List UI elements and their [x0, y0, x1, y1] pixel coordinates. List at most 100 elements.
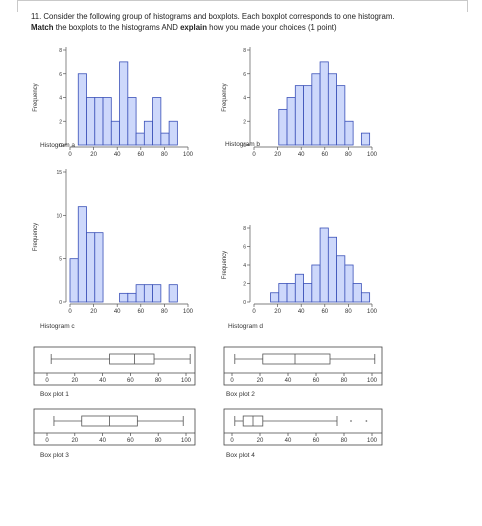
x-tick-label: 100 — [183, 309, 194, 315]
y-tick-label: 2 — [243, 282, 246, 288]
histogram-bar — [160, 132, 170, 146]
outlier-point — [350, 420, 352, 422]
x-tick-label: 80 — [345, 309, 352, 315]
histogram-bar — [352, 283, 362, 303]
box-plot-2: 0 20 40 60 80 100 Box plot 2 — [223, 346, 383, 398]
document-frame-right — [467, 0, 468, 12]
x-tick-label: 0 — [252, 309, 256, 315]
x-tick-label: 80 — [155, 378, 162, 384]
histogram-bar — [152, 284, 162, 303]
histogram-bar — [102, 97, 112, 146]
y-tick-label: 4 — [243, 96, 246, 102]
x-tick-label: 100 — [183, 152, 194, 158]
histogram-bar — [143, 284, 153, 303]
x-tick-label: 60 — [127, 378, 134, 384]
histogram-bar — [278, 108, 288, 146]
question-text: 11. Consider the following group of hist… — [31, 12, 395, 21]
x-tick-label: 40 — [114, 152, 121, 158]
x-tick-label: 40 — [99, 438, 106, 444]
x-tick-label: 20 — [71, 438, 78, 444]
y-tick-label: 6 — [243, 245, 246, 251]
box-plot-frame — [223, 408, 383, 446]
histogram-bar — [319, 61, 329, 146]
question-bold-match: Match — [31, 23, 54, 32]
question-line-2: Match the boxplots to the histograms AND… — [31, 23, 337, 32]
histogram-bar — [303, 283, 313, 303]
histogram-bar — [344, 120, 354, 146]
histogram-bar — [69, 258, 79, 303]
x-tick-label: 100 — [367, 438, 378, 444]
histogram-bar — [311, 73, 321, 146]
x-tick-label: 40 — [285, 378, 292, 384]
histogram-bar — [143, 120, 153, 146]
histogram-bar — [94, 232, 104, 303]
histogram-title: Histogram c — [40, 323, 75, 330]
y-tick-label: 8 — [59, 48, 62, 54]
histogram-title: Histogram b — [225, 141, 260, 148]
x-tick-label: 100 — [367, 309, 378, 315]
histogram-bar — [270, 292, 280, 303]
y-tick-label: 8 — [243, 226, 246, 232]
x-tick-label: 60 — [127, 438, 134, 444]
histogram-bar — [77, 73, 87, 146]
x-tick-label: 20 — [90, 152, 97, 158]
outlier-point — [365, 420, 368, 422]
y-tick-label: 4 — [59, 96, 62, 102]
x-tick-label: 40 — [285, 438, 292, 444]
histogram-bar — [336, 255, 346, 303]
histogram-c: 0 5 10 15 0 20 40 60 80 100 Frequency Histogram c — [33, 169, 194, 330]
x-tick-label: 80 — [341, 438, 348, 444]
box-plot-frame — [33, 346, 196, 386]
histogram-title: Histogram a — [40, 142, 75, 149]
histogram-bar — [135, 132, 145, 146]
histogram-bar — [311, 264, 321, 303]
box-plot-title: Box plot 4 — [226, 452, 255, 459]
y-axis-label: Frequency — [222, 83, 228, 111]
histogram-bar — [86, 232, 96, 303]
y-tick-label: 10 — [56, 213, 62, 219]
x-tick-label: 40 — [114, 309, 121, 315]
x-tick-label: 60 — [313, 438, 320, 444]
histogram-bar — [327, 73, 337, 146]
x-tick-label: 0 — [68, 309, 72, 315]
box-plot-frame — [223, 346, 383, 386]
x-tick-label: 60 — [321, 152, 328, 158]
histogram-bar — [127, 292, 137, 303]
histogram-bar — [94, 97, 104, 146]
box-plot-1: 0 20 40 60 80 100 Box plot 1 — [33, 346, 196, 398]
x-tick-label: 20 — [90, 309, 97, 315]
x-tick-label: 100 — [367, 378, 378, 384]
x-tick-label: 80 — [161, 152, 168, 158]
y-tick-label: 4 — [243, 263, 246, 269]
x-tick-label: 60 — [137, 309, 144, 315]
y-tick-label: 0 — [59, 300, 62, 306]
box-plot-title: Box plot 1 — [40, 391, 69, 398]
question-line-1: 11. Consider the following group of hist… — [31, 12, 395, 21]
histogram-bar — [86, 97, 96, 146]
histogram-bar — [336, 85, 346, 146]
x-tick-label: 60 — [137, 152, 144, 158]
histogram-bar — [168, 120, 178, 146]
x-tick-label: 60 — [313, 378, 320, 384]
y-tick-label: 15 — [56, 170, 62, 176]
x-tick-label: 80 — [155, 438, 162, 444]
box-plot-3: 0 20 40 60 80 100 Box plot 3 — [33, 408, 196, 459]
histogram-bar — [286, 97, 296, 146]
y-tick-label: 0 — [243, 143, 246, 149]
histogram-bar — [360, 292, 371, 303]
x-tick-label: 0 — [230, 438, 234, 444]
document-frame-top — [17, 0, 468, 1]
y-axis-label: Frequency — [33, 223, 39, 251]
x-tick-label: 0 — [68, 152, 72, 158]
histogram-bar — [327, 236, 337, 303]
y-axis-label: Frequency — [222, 251, 228, 279]
document-frame-left — [17, 0, 18, 12]
x-tick-label: 20 — [274, 309, 281, 315]
histogram-bar — [119, 292, 129, 303]
x-tick-label: 40 — [298, 152, 305, 158]
y-tick-label: 2 — [243, 119, 246, 125]
